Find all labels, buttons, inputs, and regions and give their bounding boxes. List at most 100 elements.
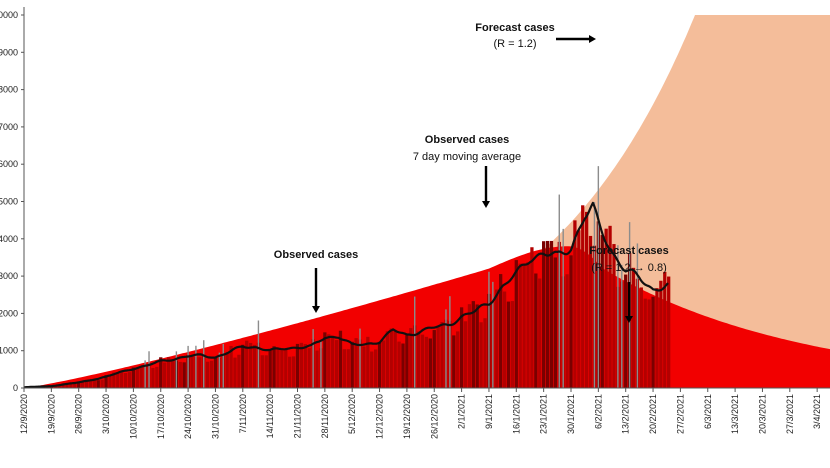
observed-bar (323, 332, 327, 388)
observed-spike (492, 281, 494, 388)
observed-bar (416, 331, 421, 388)
observed-bar (229, 345, 233, 388)
x-tick-label: 12/9/2020 (19, 394, 29, 434)
moving-average-layer (24, 201, 669, 388)
observed-bar (374, 349, 378, 388)
observed-bar (424, 336, 429, 388)
observed-bar (667, 276, 671, 388)
x-tick-label: 13/2/2021 (621, 394, 631, 434)
arrow-forecast-decline (625, 282, 633, 323)
observed-bar (608, 225, 612, 388)
observed-bar (522, 263, 526, 388)
x-tick-label: 31/10/2020 (211, 394, 221, 439)
observed-spike (187, 345, 189, 388)
y-tick-label: 2000 (0, 308, 18, 318)
observed-bar (639, 287, 643, 388)
observed-bar (331, 335, 335, 388)
x-tick-label: 20/3/2021 (758, 394, 768, 434)
x-tick-label: 2/1/2021 (457, 394, 467, 429)
observed-bar (327, 334, 331, 388)
arrow-moving-average (482, 166, 490, 208)
x-tick-label: 9/1/2021 (484, 394, 494, 429)
observed-bar (385, 331, 389, 388)
observed-bar (370, 351, 374, 388)
observed-bar (631, 267, 636, 388)
observed-spike (593, 202, 596, 388)
observed-bar (354, 338, 358, 388)
observed-bar (495, 289, 499, 388)
observed-bar (604, 228, 608, 388)
observed-bar (96, 380, 100, 388)
observed-bar (471, 301, 475, 388)
x-tick-label: 26/12/2020 (429, 394, 439, 439)
observed-bar (88, 379, 93, 388)
observed-bar (655, 288, 659, 388)
observed-bar (647, 299, 651, 388)
observed-bar (545, 240, 550, 388)
annotation-ma-sub: 7 day moving average (413, 151, 521, 163)
observed-spike (414, 296, 416, 388)
forecast-areas (24, 15, 830, 388)
y-tick-label: 1000 (0, 346, 18, 356)
observed-bar (241, 344, 245, 388)
arrow-observed-cases (312, 268, 320, 313)
observed-bar (342, 349, 347, 388)
observed-bar (198, 357, 202, 388)
observed-bar (459, 307, 464, 388)
observed-bar (401, 343, 405, 388)
observed-bar (428, 338, 432, 388)
observed-bar (405, 334, 409, 388)
observed-bar (577, 230, 581, 388)
x-tick-label: 19/12/2020 (402, 394, 412, 439)
observed-bar (213, 357, 218, 388)
x-tick-label: 13/3/2021 (730, 394, 740, 434)
observed-bar (163, 362, 167, 388)
observed-bar (452, 335, 456, 388)
arrow-forecast-r12 (556, 35, 596, 43)
observed-bar (397, 341, 401, 388)
observed-bar (77, 382, 81, 388)
annotation-observed-cases: Observed cases (274, 249, 358, 261)
observed-bar (303, 344, 307, 388)
x-tick-label: 24/10/2020 (183, 394, 193, 439)
observed-bar (588, 235, 593, 388)
x-tick-label: 3/10/2020 (101, 394, 111, 434)
observed-bar (409, 328, 413, 388)
observed-bar (57, 384, 61, 388)
observed-bar (120, 372, 124, 388)
observed-bar (288, 356, 292, 388)
observed-bar (159, 357, 163, 388)
observed-spike (320, 341, 322, 388)
observed-bar (276, 348, 280, 388)
observed-bar (366, 336, 370, 388)
observed-bar (456, 331, 460, 388)
observed-bar (506, 301, 511, 388)
observed-bar (123, 373, 128, 388)
observed-spike (558, 194, 560, 388)
observed-bar (92, 378, 96, 388)
observed-bar (291, 356, 296, 388)
observed-bar (581, 205, 585, 388)
x-tick-label: 26/9/2020 (74, 394, 84, 434)
observed-spike (222, 343, 224, 388)
observed-bar (643, 298, 647, 388)
observed-spike (359, 328, 361, 388)
observed-bar (248, 342, 253, 388)
observed-bar (584, 211, 589, 388)
observed-bar (65, 384, 69, 388)
observed-bar (467, 304, 472, 388)
observed-bar (264, 355, 268, 388)
observed-spike (445, 309, 447, 388)
x-tick-label: 23/1/2021 (539, 394, 549, 434)
observed-bar (307, 348, 311, 388)
observed-bar (600, 235, 604, 388)
observed-bar (549, 240, 554, 388)
observed-bar (346, 349, 350, 388)
observed-bar (151, 367, 155, 388)
annotation-forecast-r12-title: Forecast cases (475, 22, 555, 34)
observed-spike (195, 345, 197, 388)
observed-bar (108, 375, 112, 388)
observed-spike (636, 243, 639, 388)
observed-bar (268, 349, 272, 388)
observed-spike (312, 329, 314, 388)
